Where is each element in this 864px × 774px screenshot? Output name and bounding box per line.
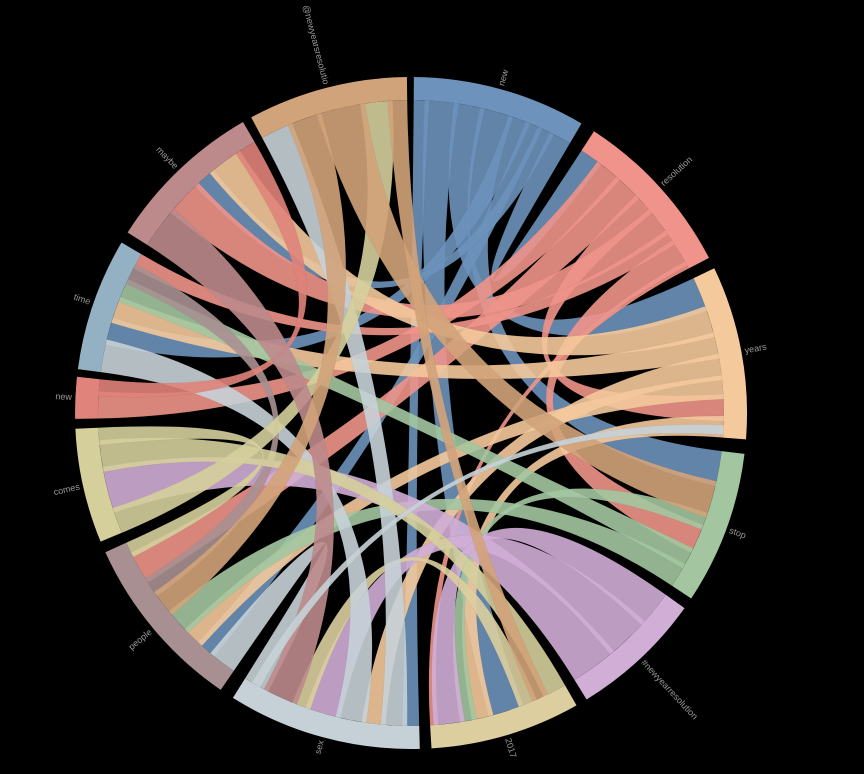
svg-text:new: new [496, 68, 510, 87]
svg-text:new: new [55, 391, 72, 402]
svg-text:years: years [744, 341, 768, 355]
svg-text:sex: sex [313, 739, 326, 756]
